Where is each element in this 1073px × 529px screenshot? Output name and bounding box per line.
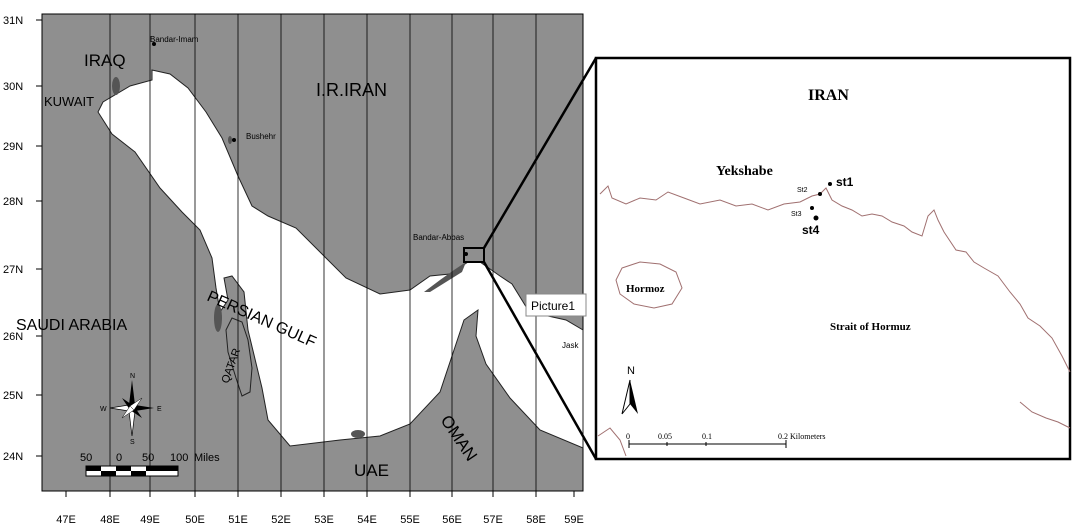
lon-label: 56E	[442, 514, 462, 526]
lon-label: 54E	[357, 514, 377, 526]
north-arrow-left	[621, 379, 631, 415]
station-marker-st3	[810, 206, 814, 210]
scale-label: 100	[170, 452, 188, 464]
compass-w: W	[100, 406, 107, 413]
lat-label: 29N	[3, 141, 23, 153]
lon-label: 49E	[140, 514, 160, 526]
study-area-box	[463, 247, 485, 263]
persian-gulf-water	[97, 69, 584, 449]
scale-bar: 50 0 50 100 Miles	[80, 452, 220, 477]
scale-label: 50	[80, 452, 92, 464]
scale-segment	[131, 471, 146, 476]
abu-dhabi-island	[351, 430, 365, 438]
scale-label: 50	[142, 452, 154, 464]
country-label-saudi-arabia: SAUDI ARABIA	[16, 317, 127, 334]
compass-diag	[121, 405, 135, 419]
city-label-jask: Jask	[562, 341, 579, 350]
station-marker-st4	[813, 215, 819, 221]
station-label-st4: st4	[802, 223, 820, 237]
city-label-bandar-imam: Bandar-Imam	[150, 35, 199, 44]
compass-arm-e	[135, 405, 154, 411]
city-marker	[152, 42, 156, 46]
kuwait-island	[112, 77, 120, 95]
inset-north-arrow: N	[621, 365, 638, 415]
cities: Bandar-Imam Bushehr Bandar-Abbas Jask	[150, 35, 579, 350]
station-marker-st2	[818, 192, 822, 196]
lon-label: 59E	[564, 514, 584, 526]
lon-label: 48E	[100, 514, 120, 526]
inset-scale-label: 0	[626, 432, 630, 441]
compass-n: N	[130, 373, 135, 380]
compass-s: S	[130, 439, 135, 446]
scale-segment	[116, 466, 131, 471]
latitude-labels: 31N 30N 29N 28N 27N 26N 25N 24N	[3, 15, 23, 463]
inset-coastline	[599, 185, 1071, 373]
lat-label: 31N	[3, 15, 23, 27]
compass-e: E	[157, 406, 162, 413]
qeshm-island	[424, 262, 466, 292]
lat-label: 30N	[3, 81, 23, 93]
compass-rose: N S E W	[100, 373, 162, 446]
lat-label: 24N	[3, 451, 23, 463]
inset-strait-label: Strait of Hormuz	[830, 321, 911, 333]
longitude-grid	[109, 14, 537, 491]
inset-frame	[594, 56, 1072, 461]
north-arrow-right	[630, 380, 638, 414]
inset-scale-label: 0.1	[702, 432, 712, 441]
inset-scale-label: 0.05	[658, 432, 672, 441]
callout-label: Picture1	[531, 299, 575, 313]
lon-label: 58E	[526, 514, 546, 526]
city-marker	[232, 138, 236, 142]
inset-scale-label: 0.2 Kilometers	[778, 432, 826, 441]
scale-segment	[101, 471, 116, 476]
hormoz-island	[615, 261, 683, 309]
lon-label: 55E	[400, 514, 420, 526]
bahrain-island	[214, 304, 222, 332]
lon-label: 47E	[56, 514, 76, 526]
inset-place-label: Yekshabe	[716, 164, 773, 179]
inset-scale-bar: 0 0.05 0.1 0.2 Kilometers	[626, 432, 826, 448]
scale-segment	[146, 466, 178, 471]
lon-label: 50E	[185, 514, 205, 526]
city-label-bushehr: Bushehr	[246, 132, 276, 141]
qatar-peninsula	[225, 317, 253, 397]
country-label-uae: UAE	[354, 461, 389, 480]
longitude-labels: 47E 48E 49E 50E 51E 52E 53E 54E 55E 56E …	[56, 514, 584, 526]
callout-label-box	[525, 293, 587, 317]
main-map: 31N 30N 29N 28N 27N 26N 25N 24N 47E 48E …	[3, 13, 587, 526]
inset-coast-bottom	[1019, 401, 1071, 429]
country-label-iraq: IRAQ	[84, 51, 126, 70]
lat-label: 27N	[3, 264, 23, 276]
compass-arm-n	[129, 380, 135, 405]
lon-label: 57E	[483, 514, 503, 526]
lat-label: 28N	[3, 196, 23, 208]
stations: st1 St2 St3 st4	[791, 175, 854, 237]
city-label-bandar-abbas: Bandar-Abbas	[413, 233, 464, 242]
lon-label: 51E	[228, 514, 248, 526]
inset-north-label: N	[627, 365, 635, 377]
station-label-st3: St3	[791, 211, 802, 218]
station-marker-st1	[828, 182, 832, 186]
inset-country-label: IRAN	[808, 87, 849, 104]
station-label-st2: St2	[797, 187, 808, 194]
inset-map: IRAN Yekshabe Hormoz Strait of Hormuz st…	[594, 56, 1072, 461]
lat-label: 25N	[3, 390, 23, 402]
scale-segment	[86, 466, 101, 471]
scale-label: 0	[116, 452, 122, 464]
lat-label: 26N	[3, 331, 23, 343]
inset-coast-left	[597, 427, 627, 457]
inset-island-label: Hormoz	[626, 283, 665, 295]
country-label-iran: I.R.IRAN	[316, 80, 387, 100]
connector-line-top	[482, 57, 598, 249]
connector-line-bottom	[482, 261, 598, 460]
scale-unit: Miles	[194, 452, 220, 464]
kharg-island	[228, 136, 232, 144]
country-label-kuwait: KUWAIT	[44, 94, 94, 109]
lon-label: 52E	[271, 514, 291, 526]
latitude-ticks	[36, 19, 42, 457]
station-label-st1: st1	[836, 175, 854, 189]
lon-label: 53E	[314, 514, 334, 526]
longitude-ticks	[65, 491, 575, 497]
